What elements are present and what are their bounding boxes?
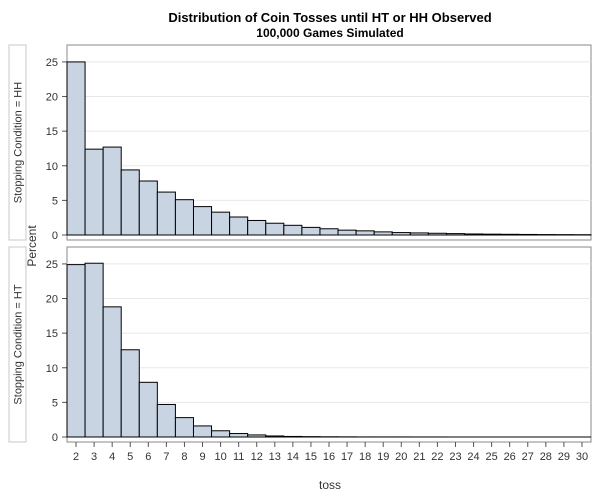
x-tick-label: 27: [522, 451, 534, 463]
bar: [247, 219, 267, 236]
x-tick-label: 16: [323, 451, 335, 463]
strip-label: Stopping Condition = HT: [13, 284, 25, 404]
y-tick-label: 5: [52, 195, 58, 207]
x-tick-label: 7: [163, 451, 169, 463]
y-tick-label: 20: [46, 294, 58, 306]
bar: [120, 349, 140, 438]
y-tick-label: 10: [46, 363, 58, 375]
x-tick-label: 17: [341, 451, 353, 463]
bar: [156, 191, 176, 236]
chart-title: Distribution of Coin Tosses until HT or …: [168, 10, 491, 25]
x-tick-label: 30: [576, 451, 588, 463]
x-tick-label: 22: [431, 451, 443, 463]
bar: [84, 262, 104, 438]
bar: [120, 169, 140, 236]
y-tick-label: 5: [52, 397, 58, 409]
bar: [319, 228, 339, 236]
x-tick-label: 5: [127, 451, 133, 463]
panel-2: Stopping Condition = HT 0 5 10 15 20 25: [8, 246, 592, 444]
bar: [156, 403, 176, 438]
x-tick-label: 4: [109, 451, 115, 463]
x-tick-label: 24: [467, 451, 479, 463]
x-tick-label: 9: [199, 451, 205, 463]
bar: [66, 61, 86, 236]
bar: [211, 430, 231, 438]
x-tick-label: 18: [359, 451, 371, 463]
y-axis-label: Percent: [25, 225, 39, 267]
x-tick-label: 12: [251, 451, 263, 463]
y-tick-label: 25: [46, 259, 58, 271]
panels-layer: Stopping Condition = HH0510152025Stoppin…: [8, 44, 592, 444]
panel-1: Stopping Condition = HH 0 5 10 15 20 25: [8, 44, 592, 242]
bar: [192, 206, 213, 236]
bar: [66, 264, 86, 438]
x-tick-label: 2: [73, 451, 79, 463]
bar: [138, 381, 158, 438]
bar: [174, 417, 194, 438]
chart-subtitle: 100,000 Games Simulated: [256, 26, 403, 40]
x-tick-label: 20: [395, 451, 407, 463]
y-tick-label: 0: [52, 432, 58, 444]
x-tick-label: 15: [305, 451, 317, 463]
bar: [174, 199, 194, 236]
x-tick-label: 10: [214, 451, 226, 463]
x-tick-label: 23: [449, 451, 461, 463]
bar: [265, 222, 285, 236]
strip-box: [8, 246, 27, 443]
x-tick-label: 26: [504, 451, 516, 463]
bar: [138, 180, 158, 236]
bar: [337, 229, 357, 236]
x-tick-label: 19: [377, 451, 389, 463]
x-tick-label: 11: [233, 451, 244, 463]
y-tick-label: 10: [46, 161, 58, 173]
x-tick-label: 28: [540, 451, 552, 463]
strip-label: Stopping Condition = HH: [13, 82, 25, 203]
y-tick-label: 0: [52, 230, 58, 242]
x-tick-label: 29: [558, 451, 570, 463]
bar: [192, 425, 213, 438]
y-tick-label: 15: [46, 126, 58, 138]
x-tick-label: 21: [413, 451, 425, 463]
bar: [229, 216, 249, 236]
y-tick-label: 20: [46, 92, 58, 104]
x-tick-label: 3: [91, 451, 97, 463]
x-tick-label: 25: [485, 451, 497, 463]
strip-box: [8, 44, 27, 241]
x-tick-label: 6: [145, 451, 151, 463]
x-axis: 2 3 4 5 6 7 8 9 10 11 12 13 14 15 16 17 18 19 20 21 22 23 24 25…: [73, 442, 588, 463]
y-tick-label: 25: [46, 57, 58, 69]
bar: [84, 148, 104, 236]
y-tick-label: 15: [46, 328, 58, 340]
bar: [283, 224, 303, 236]
x-tick-label: 14: [287, 451, 299, 463]
bar: [211, 211, 231, 236]
bar: [355, 230, 375, 236]
x-tick-label: 13: [269, 451, 281, 463]
x-axis-label: toss: [319, 478, 341, 492]
bar: [102, 146, 122, 236]
x-tick-label: 8: [181, 451, 187, 463]
bar: [301, 226, 321, 236]
bar: [102, 306, 122, 438]
bar: [229, 433, 249, 438]
